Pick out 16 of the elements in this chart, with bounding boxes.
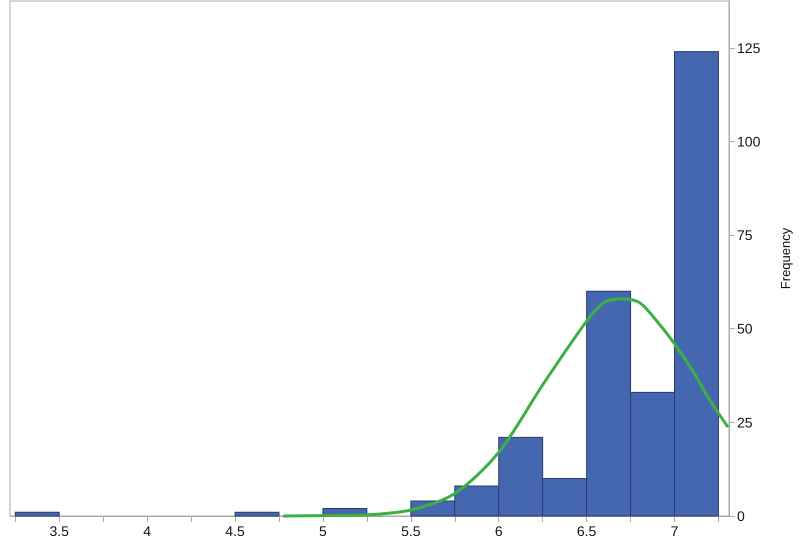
- x-tick-label: 5.5: [401, 523, 421, 539]
- x-tick-label: 5: [319, 523, 328, 539]
- y-tick-label: 125: [737, 40, 761, 56]
- x-tick-label: 6: [494, 523, 503, 539]
- y-tick-label: 0: [737, 508, 745, 524]
- line-series: [282, 297, 729, 518]
- y-tick-label: 100: [737, 133, 761, 150]
- x-tick-label: 4.5: [225, 523, 245, 539]
- x-tick-label: 4: [143, 523, 152, 539]
- y-axis-title: Frequency: [778, 227, 793, 290]
- y-tick-label: 75: [737, 227, 753, 244]
- x-tick-label: 3.5: [49, 523, 70, 539]
- x-tick-label: 7: [670, 523, 679, 539]
- y-tick-label: 50: [737, 320, 753, 337]
- x-tick-label: 6.5: [576, 523, 597, 539]
- y-tick-label: 25: [737, 414, 753, 430]
